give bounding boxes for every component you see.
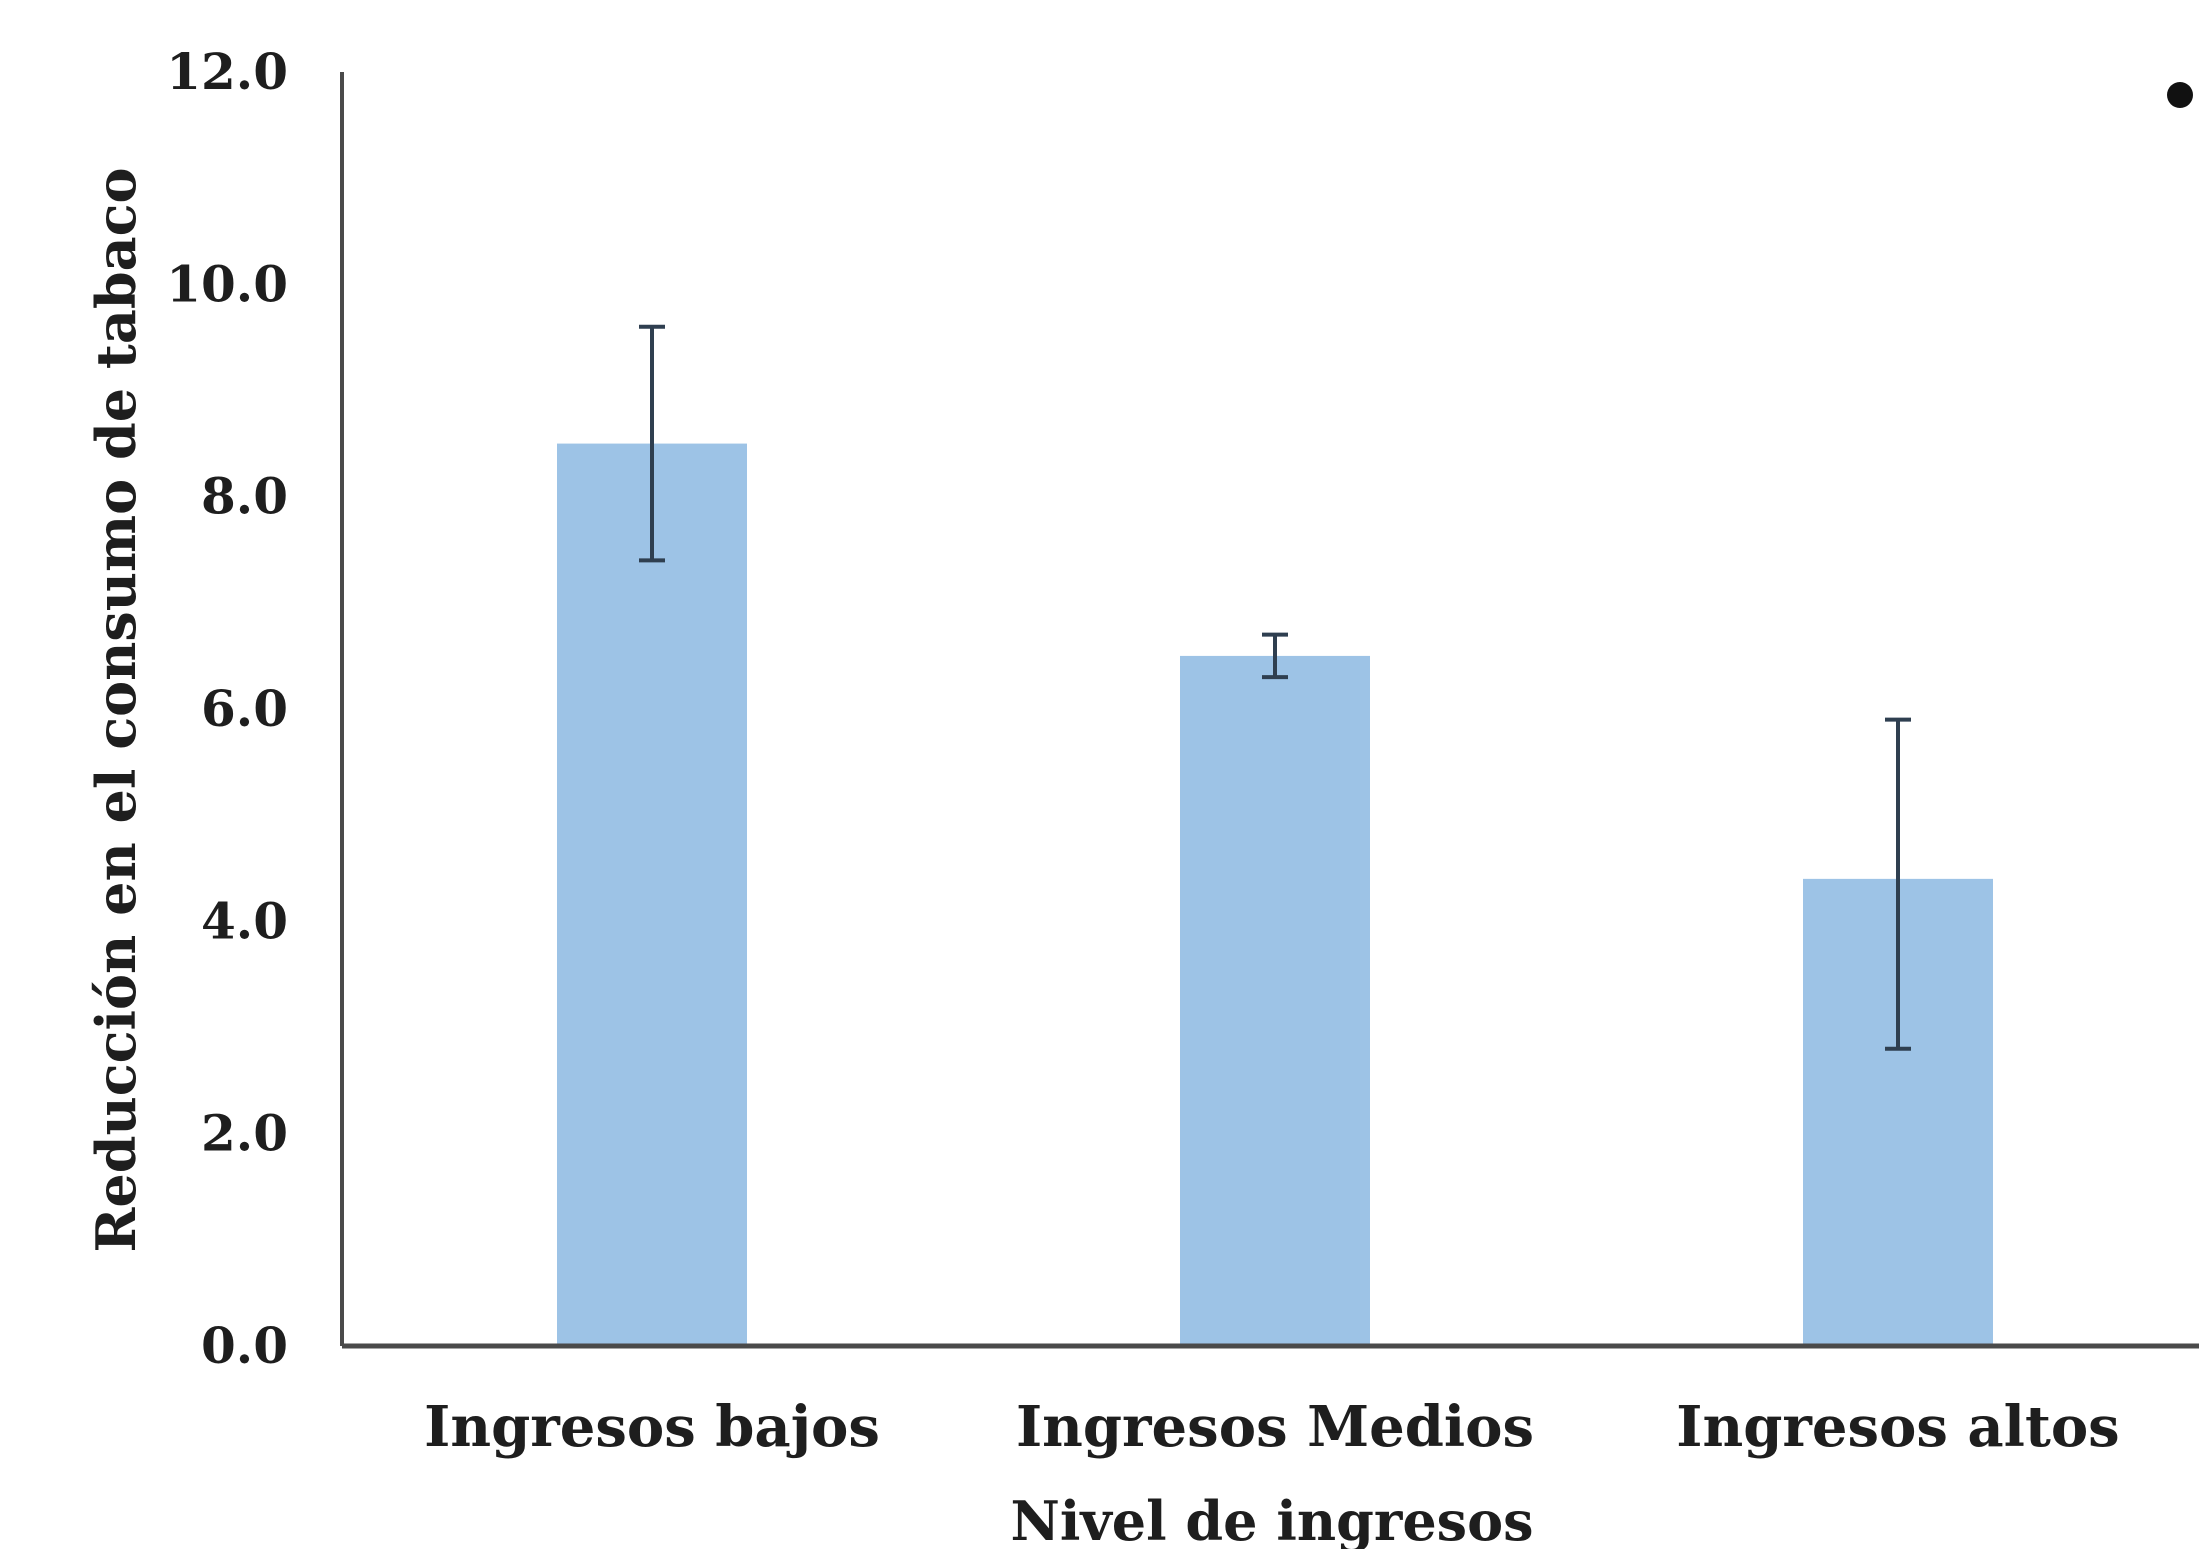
y-axis-title: Reducción en el consumo de tabaco [84, 168, 148, 1253]
y-axis-ticks: 0.0 2.0 4.0 6.0 8.0 10.0 12.0 [166, 42, 288, 1375]
y-tick-label: 2.0 [201, 1104, 288, 1163]
bar [557, 443, 747, 1346]
y-tick-label: 0.0 [201, 1316, 288, 1375]
x-category-label: Ingresos altos [1676, 1394, 2119, 1460]
x-axis-title: Nivel de ingresos [1011, 1489, 1534, 1549]
bar [1180, 655, 1370, 1346]
y-tick-label: 4.0 [201, 891, 288, 950]
y-tick-label: 10.0 [166, 254, 288, 313]
y-tick-label: 6.0 [201, 679, 288, 738]
error-bar [1885, 717, 1911, 1051]
y-tick-label: 8.0 [201, 467, 288, 526]
bars [557, 443, 1993, 1346]
x-axis-categories: Ingresos bajos Ingresos Medios Ingresos al… [424, 1394, 2120, 1460]
x-category-label: Ingresos Medios [1016, 1394, 1534, 1460]
x-category-label: Ingresos bajos [424, 1394, 880, 1460]
axes [340, 72, 2199, 1349]
bullet-dot-icon [2167, 82, 2193, 108]
y-tick-label: 12.0 [166, 42, 288, 101]
error-bars [639, 324, 1911, 1051]
error-bar [1262, 632, 1288, 680]
error-bar [639, 324, 665, 563]
